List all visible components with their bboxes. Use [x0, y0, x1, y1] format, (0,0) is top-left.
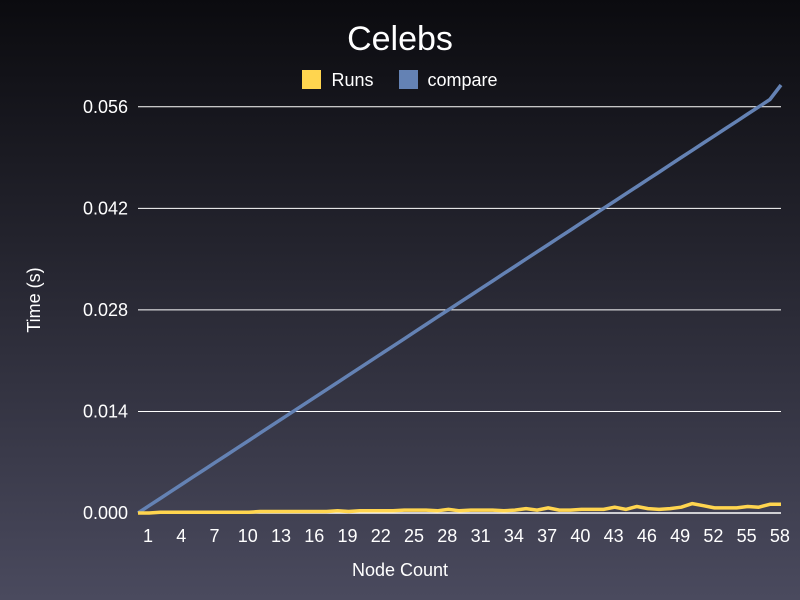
x-tick-label: 31 [471, 526, 491, 546]
x-tick-label: 1 [143, 526, 153, 546]
y-tick-label: 0.014 [83, 401, 128, 421]
legend: Runs compare [0, 69, 800, 91]
gridlines [138, 106, 781, 514]
x-tick-label: 55 [737, 526, 757, 546]
x-tick-label: 28 [437, 526, 457, 546]
x-tick-label: 22 [371, 526, 391, 546]
y-axis-label: Time (s) [24, 267, 44, 332]
x-tick-label: 43 [604, 526, 624, 546]
x-tick-label: 40 [570, 526, 590, 546]
x-tick-label: 16 [304, 526, 324, 546]
y-tick-label: 0.056 [83, 97, 128, 117]
chart-title: Celebs [347, 20, 453, 58]
x-tick-label: 13 [271, 526, 291, 546]
legend-swatch-runs [302, 69, 322, 89]
x-tick-label: 7 [210, 526, 220, 546]
legend-item-compare[interactable]: compare [398, 69, 498, 91]
x-tick-label: 58 [770, 526, 790, 546]
legend-label-compare: compare [427, 69, 498, 90]
legend-swatch-compare [398, 69, 418, 89]
legend-item-runs[interactable]: Runs [302, 69, 374, 91]
x-tick-label: 37 [537, 526, 557, 546]
x-tick-label: 52 [703, 526, 723, 546]
series-line-runs [138, 501, 781, 515]
y-tick-label: 0.028 [83, 300, 128, 320]
y-axis-ticks: 0.000 0.014 0.028 0.042 0.056 [83, 97, 128, 523]
x-tick-label: 10 [238, 526, 258, 546]
y-tick-label: 0.000 [83, 503, 128, 523]
series-lines [137, 83, 783, 515]
x-axis-label: Node Count [352, 560, 448, 580]
x-tick-label: 46 [637, 526, 657, 546]
x-tick-label: 49 [670, 526, 690, 546]
legend-label-runs: Runs [331, 69, 374, 90]
x-tick-label: 34 [504, 526, 524, 546]
series-line-compare [137, 83, 783, 515]
x-tick-label: 19 [338, 526, 358, 546]
x-tick-label: 25 [404, 526, 424, 546]
y-tick-label: 0.042 [83, 198, 128, 218]
x-axis-ticks: 1 4 7 10 13 16 19 22 25 28 31 34 37 40 43 46 49 52 55 58 [143, 526, 790, 546]
x-tick-label: 4 [176, 526, 186, 546]
